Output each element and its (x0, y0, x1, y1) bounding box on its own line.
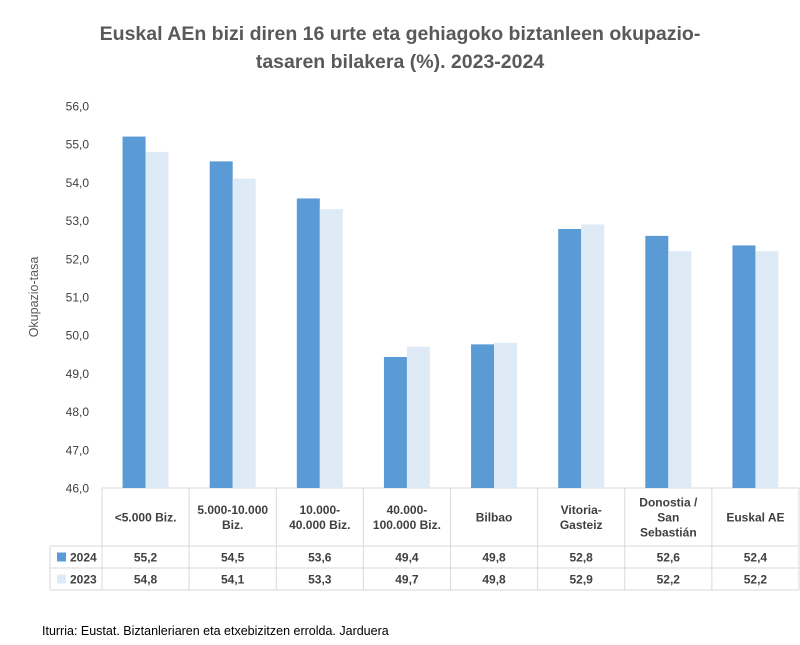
category-label: San (657, 511, 679, 525)
data-label-2024-4: 49,8 (482, 551, 506, 565)
category-label: 5.000-10.000 (197, 503, 268, 517)
y-tick-label: 46,0 (66, 482, 90, 496)
data-label-2023-2: 53,3 (308, 573, 332, 587)
data-label-2024-6: 52,6 (657, 551, 681, 565)
y-tick-label: 50,0 (66, 329, 90, 343)
data-label-2023-5: 52,9 (570, 573, 594, 587)
y-tick-label: 49,0 (66, 367, 90, 381)
data-label-2023-4: 49,8 (482, 573, 506, 587)
category-label: <5.000 Biz. (115, 511, 177, 525)
source-note: Iturria: Eustat. Biztanleriaren eta etxe… (42, 624, 389, 638)
bar-2024-3 (383, 356, 407, 488)
bar-2023-2 (319, 209, 343, 488)
legend-swatch-2024 (57, 552, 66, 562)
bar-2023-1 (232, 178, 256, 488)
category-label: Biz. (222, 518, 243, 532)
bar-2024-6 (645, 235, 669, 488)
data-label-2024-5: 52,8 (570, 551, 594, 565)
category-label: 100.000 Biz. (373, 518, 441, 532)
data-label-2024-2: 53,6 (308, 551, 332, 565)
legend-swatch-2023 (57, 574, 66, 584)
y-tick-label: 53,0 (66, 214, 90, 228)
bar-2023-4 (494, 342, 518, 488)
category-label: Sebastián (640, 526, 697, 540)
y-tick-label: 48,0 (66, 405, 90, 419)
chart-title: Euskal AEn bizi diren 16 urte eta gehiag… (60, 20, 740, 76)
bar-2023-3 (406, 346, 430, 488)
category-label: Donostia / (639, 496, 698, 510)
data-label-2023-6: 52,2 (657, 573, 681, 587)
bar-2024-0 (122, 136, 146, 488)
bar-2024-7 (732, 245, 756, 488)
data-label-2023-7: 52,2 (744, 573, 768, 587)
data-label-2024-0: 55,2 (134, 551, 158, 565)
bar-2023-5 (581, 224, 605, 489)
category-label: 10.000- (299, 503, 340, 517)
data-label-2023-3: 49,7 (395, 573, 419, 587)
bar-2024-1 (209, 161, 233, 488)
bar-2023-7 (755, 251, 779, 488)
bar-2024-4 (471, 344, 495, 488)
bar-2023-0 (145, 151, 169, 488)
bar-2024-5 (558, 229, 582, 488)
chart-title-line-2: tasaren bilakera (%). 2023-2024 (255, 51, 545, 73)
bar-2024-2 (296, 198, 320, 488)
y-tick-label: 56,0 (66, 100, 90, 114)
category-label: Euskal AE (726, 511, 784, 525)
data-label-2024-3: 49,4 (395, 551, 419, 565)
category-label: 40.000 Biz. (289, 518, 350, 532)
legend-label-2023: 2023 (70, 573, 97, 587)
data-label-2024-1: 54,5 (221, 551, 245, 565)
chart-title-line-1: Euskal AEn bizi diren 16 urte eta gehiag… (99, 23, 701, 45)
bar-2023-6 (668, 251, 692, 488)
y-tick-label: 55,0 (66, 138, 90, 152)
data-label-2023-0: 54,8 (134, 573, 158, 587)
category-label: Gasteiz (560, 518, 603, 532)
legend-label-2024: 2024 (70, 551, 97, 565)
category-label: Bilbao (476, 511, 513, 525)
y-tick-label: 47,0 (66, 443, 90, 457)
y-tick-label: 54,0 (66, 176, 90, 190)
y-axis-label: Okupazio-tasa (27, 257, 41, 338)
data-label-2024-7: 52,4 (744, 551, 768, 565)
y-tick-label: 52,0 (66, 252, 90, 266)
y-tick-label: 51,0 (66, 291, 90, 305)
category-label: 40.000- (387, 503, 428, 517)
category-label: Vitoria- (561, 503, 602, 517)
data-label-2023-1: 54,1 (221, 573, 245, 587)
